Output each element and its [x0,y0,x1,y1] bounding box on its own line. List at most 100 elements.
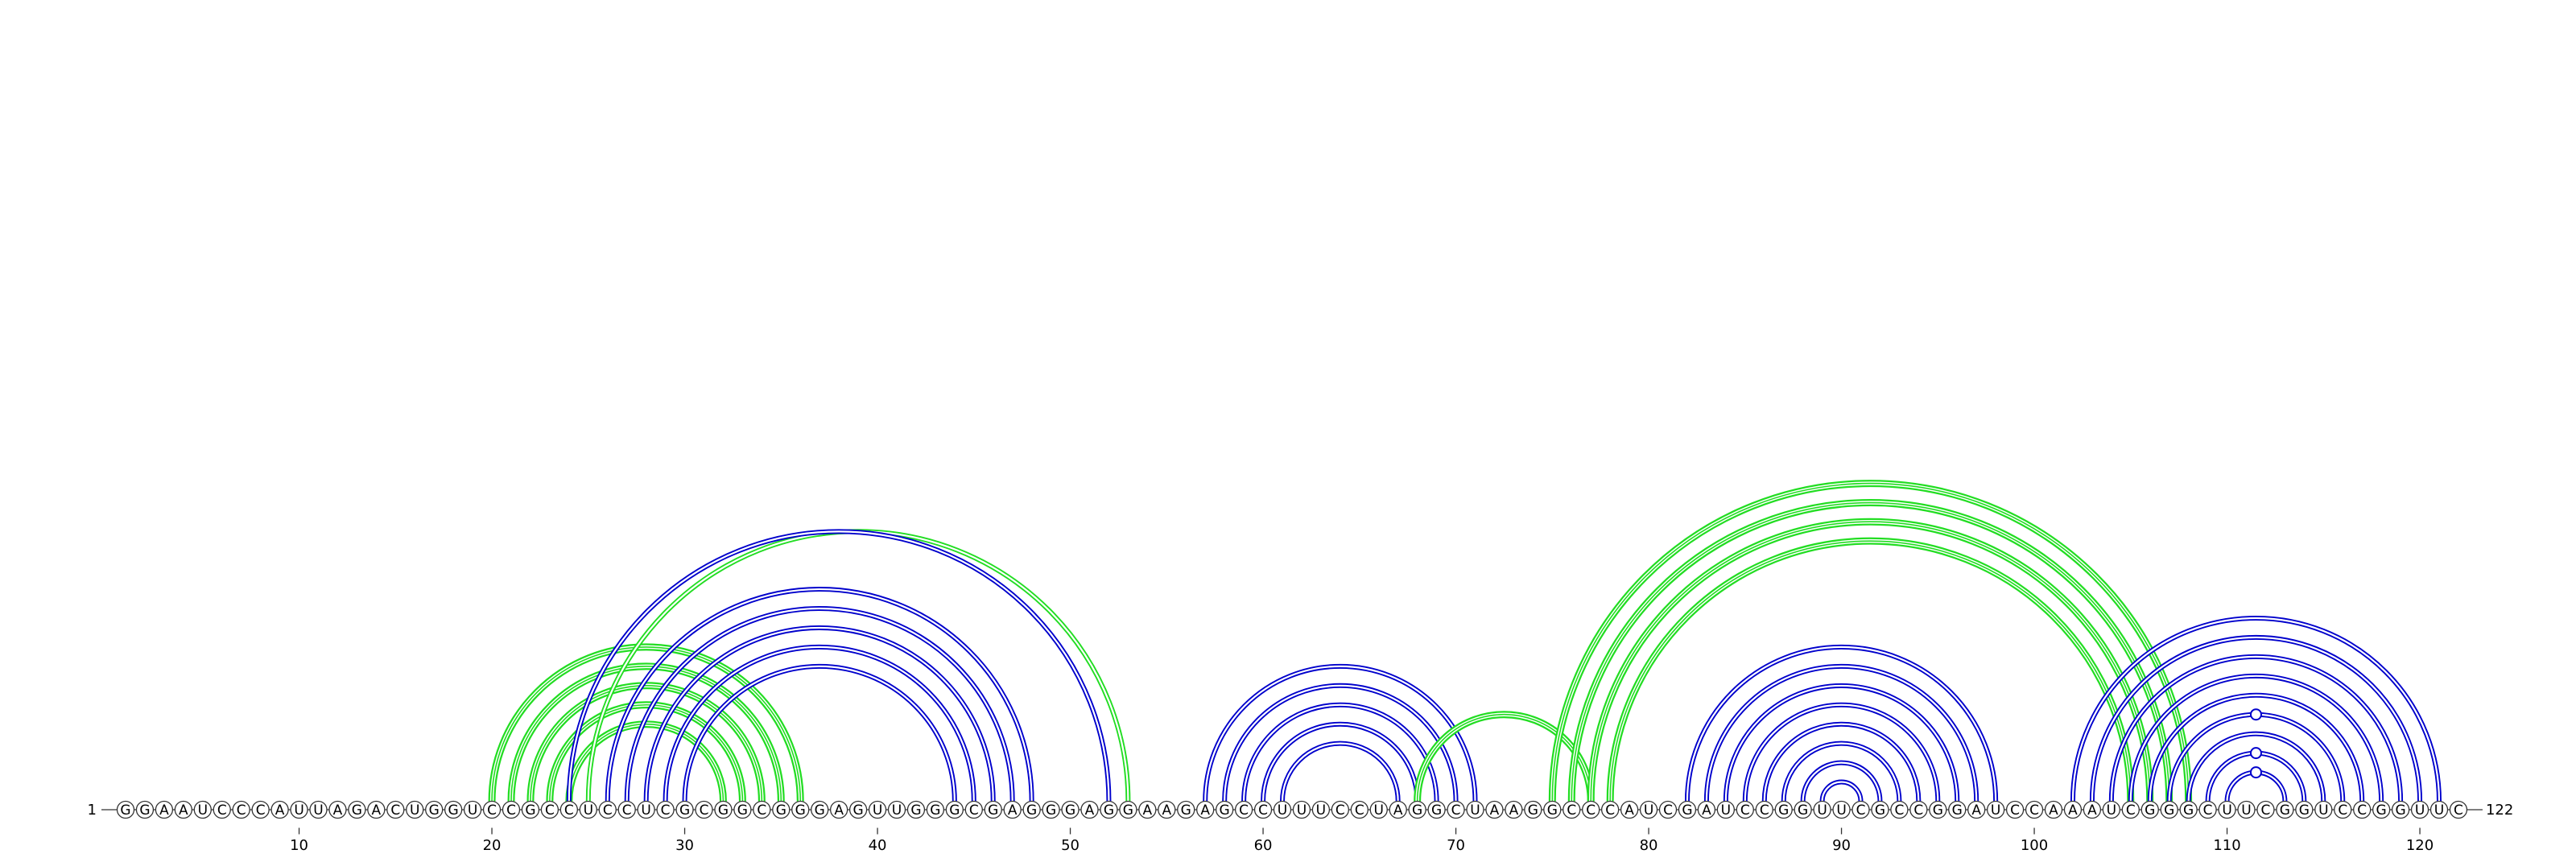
nucleotide-circle [2198,800,2217,819]
ruler-label: 70 [1447,837,1465,854]
base-pair-arc [1761,721,1922,802]
base-pair-arc [1280,740,1401,802]
arcs-layer [488,479,2442,802]
nucleotide-letter: G [853,802,864,819]
nucleotide-letter: U [2222,802,2231,819]
nucleotide-circle [772,800,791,819]
base-pair-arc [624,606,1015,802]
nucleotide: U [406,800,424,819]
nucleotide: A [1967,800,1986,819]
nucleotide: G [425,800,444,819]
arc-inner [530,685,763,802]
nucleotide: G [1022,800,1041,819]
nucleotide: C [1582,800,1600,819]
nucleotide-circle [753,800,771,819]
nucleotide-letter: G [679,802,690,819]
nucleotide-letter: G [1778,802,1789,819]
nucleotide-letter: A [2049,802,2058,819]
nucleotide-circle [1639,800,1658,819]
nucleotide-circle [482,800,502,819]
nucleotide-letter: G [139,802,150,819]
nucleotide-circle [617,800,636,819]
nucleotide: U [463,800,482,819]
nucleotide: G [848,800,868,819]
nucleotide: U [193,800,212,819]
nucleotide-letter: G [352,802,362,819]
nucleotide-circle [2372,800,2391,819]
nucleotide-circle [1716,800,1736,819]
nucleotide: A [2083,800,2102,819]
nucleotide-circle [579,800,597,819]
arc-outer [1241,702,1439,802]
nucleotide: A [1505,800,1523,819]
nucleotide: C [598,800,617,819]
nucleotide-circle [425,800,444,819]
nucleotide-circle [1427,800,1446,819]
nucleotide-letter: U [1470,802,1480,819]
nucleotide-letter: A [2087,802,2097,819]
nucleotide-letter: U [1991,802,2000,819]
arc-gap [1224,684,1457,802]
nucleotide: U [887,800,906,819]
nucleotide-letter: U [2415,802,2425,819]
nucleotide: U [309,800,328,819]
nucleotide-letter: C [487,802,497,819]
nucleotide-circle [1389,800,1407,819]
arc-outer [605,587,1034,802]
nucleotide-letter: A [333,802,343,819]
nucleotide-letter: C [1355,802,1364,819]
nucleotide-letter: C [2126,802,2136,819]
nucleotide-letter: C [757,802,766,819]
nucleotide-letter: C [506,802,516,819]
nucleotide-letter: U [410,802,419,819]
nucleotide-letter: C [622,802,632,819]
base-pair-arc [1587,518,2154,802]
nucleotide: U [2102,800,2121,819]
nucleotide: C [1563,800,1581,819]
nucleotide-circle [2102,800,2121,819]
arc-gap [1802,761,1881,802]
nucleotide-letter: C [2357,802,2367,819]
nucleotide-letter: G [1065,802,1075,819]
base-pair-arc [1241,702,1439,802]
nucleotide-letter: G [930,802,940,819]
base-pair-arc [1261,721,1420,802]
nucleotide-circle [328,800,347,819]
arc-outer [1261,721,1420,802]
nucleotide-circle [521,800,540,819]
nucleotide: G [2179,800,2198,819]
nucleotide: G [1427,800,1446,819]
nucleotide: U [2314,800,2333,819]
ruler-label: 80 [1640,837,1658,854]
nucleotide-letter: A [372,802,382,819]
nucleotide-letter: C [1335,802,1345,819]
nucleotide: U [1273,800,1292,819]
arc-inner [1590,521,2151,802]
nucleotide: A [1620,800,1639,819]
arc-outer [1587,518,2154,802]
nucleotide-circle [2083,800,2102,819]
nucleotide: C [1601,800,1620,819]
nucleotide-circle [270,800,289,819]
nucleotide-letter: A [1490,802,1500,819]
nucleotide-letter: U [198,802,208,819]
nucleotide-circle [1042,800,1060,819]
ruler-label: 20 [483,837,502,854]
nucleotide-letter: G [2164,802,2174,819]
nucleotide-letter: U [1316,802,1326,819]
nucleotide-circle [2429,800,2449,819]
nucleotide: C [2334,800,2352,819]
arc-inner [549,703,744,802]
nucleotide-letter: U [1817,802,1827,819]
nucleotide: G [675,800,694,819]
nucleotide-circle [695,800,713,819]
nucleotide-letter: G [910,802,921,819]
nucleotide: C [1852,800,1870,819]
nucleotide-circle [1022,800,1041,819]
nucleotide-letter: G [1547,802,1558,819]
nucleotide-circle [1100,800,1118,819]
arc-outer [1819,779,1864,802]
ruler-label: 120 [2406,837,2434,854]
nucleotide-letter: C [1856,802,1866,819]
